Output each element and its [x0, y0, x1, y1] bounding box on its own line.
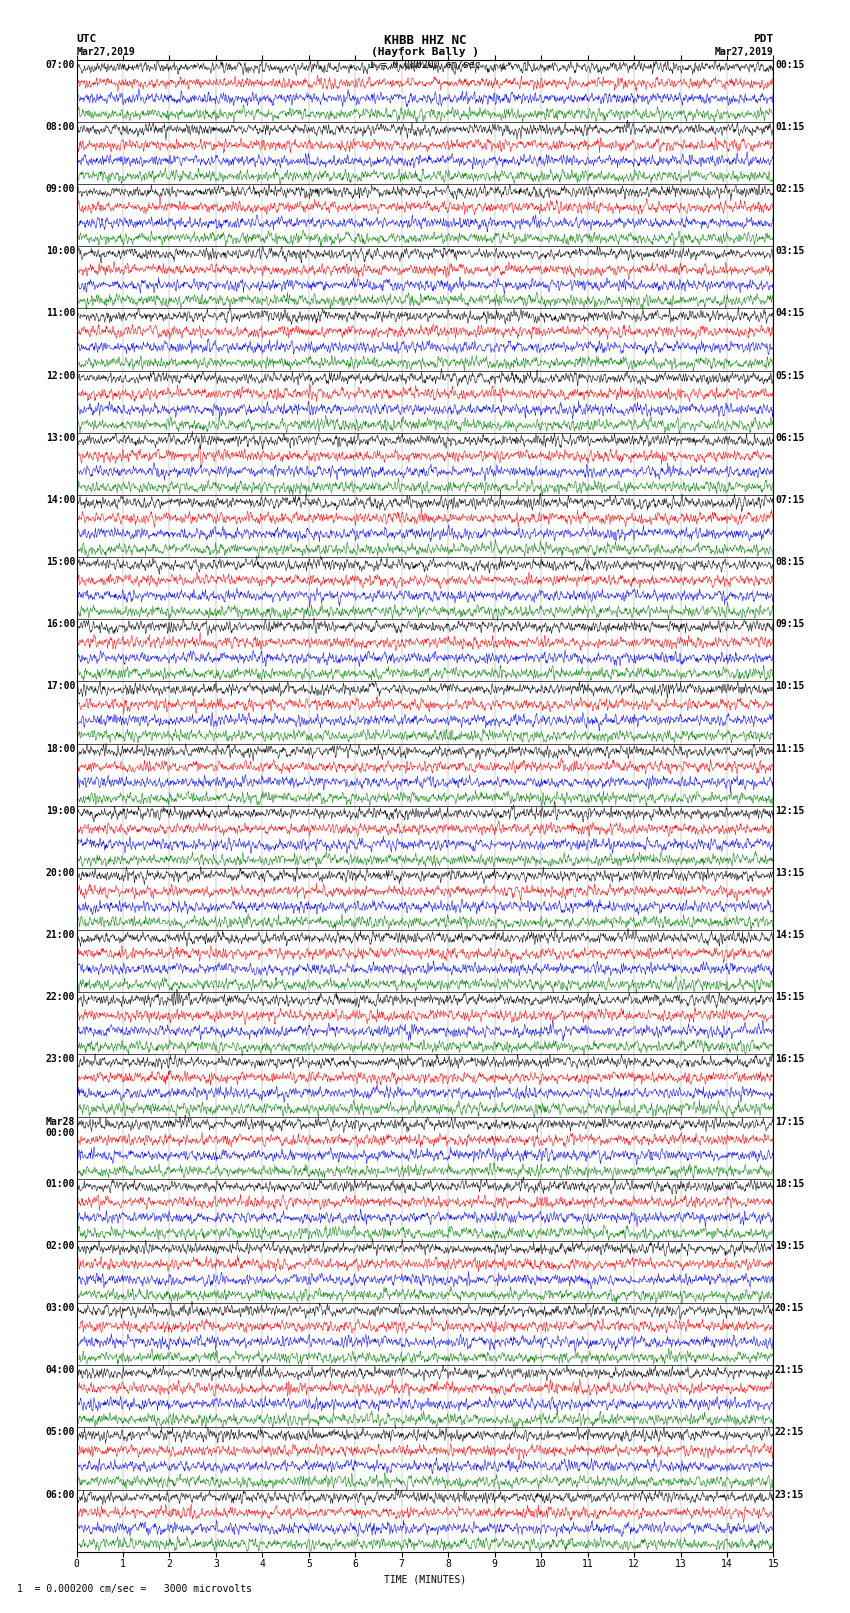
Text: 09:00: 09:00 [46, 184, 75, 194]
Text: Mar28: Mar28 [46, 1116, 75, 1126]
Text: 23:00: 23:00 [46, 1055, 75, 1065]
Text: 19:15: 19:15 [775, 1240, 804, 1250]
Text: 12:00: 12:00 [46, 371, 75, 381]
Text: 10:15: 10:15 [775, 681, 804, 692]
Text: 20:00: 20:00 [46, 868, 75, 877]
Text: 22:15: 22:15 [775, 1428, 804, 1437]
Text: 16:00: 16:00 [46, 619, 75, 629]
Text: 21:00: 21:00 [46, 931, 75, 940]
Text: 15:00: 15:00 [46, 556, 75, 568]
Text: UTC: UTC [76, 34, 97, 44]
Text: 00:15: 00:15 [775, 60, 804, 69]
Text: 01:15: 01:15 [775, 123, 804, 132]
Text: 1  = 0.000200 cm/sec =   3000 microvolts: 1 = 0.000200 cm/sec = 3000 microvolts [17, 1584, 252, 1594]
Text: 18:15: 18:15 [775, 1179, 804, 1189]
Text: 14:15: 14:15 [775, 931, 804, 940]
Text: 19:00: 19:00 [46, 806, 75, 816]
Text: 04:15: 04:15 [775, 308, 804, 318]
Text: 12:15: 12:15 [775, 806, 804, 816]
Text: (Hayfork Bally ): (Hayfork Bally ) [371, 47, 479, 56]
Text: 23:15: 23:15 [775, 1489, 804, 1500]
Text: 13:15: 13:15 [775, 868, 804, 877]
Text: 05:15: 05:15 [775, 371, 804, 381]
Text: PDT: PDT [753, 34, 774, 44]
Text: I = 0.000200 cm/sec: I = 0.000200 cm/sec [369, 60, 481, 69]
Text: 08:15: 08:15 [775, 556, 804, 568]
Text: 07:15: 07:15 [775, 495, 804, 505]
Text: 18:00: 18:00 [46, 744, 75, 753]
Text: 03:00: 03:00 [46, 1303, 75, 1313]
Text: 08:00: 08:00 [46, 123, 75, 132]
Text: 05:00: 05:00 [46, 1428, 75, 1437]
Text: 15:15: 15:15 [775, 992, 804, 1002]
Text: 07:00: 07:00 [46, 60, 75, 69]
Text: 20:15: 20:15 [775, 1303, 804, 1313]
Text: 09:15: 09:15 [775, 619, 804, 629]
Text: 22:00: 22:00 [46, 992, 75, 1002]
Text: 17:15: 17:15 [775, 1116, 804, 1126]
Text: 02:15: 02:15 [775, 184, 804, 194]
Text: 14:00: 14:00 [46, 495, 75, 505]
Text: 06:00: 06:00 [46, 1489, 75, 1500]
Text: 17:00: 17:00 [46, 681, 75, 692]
Text: 13:00: 13:00 [46, 432, 75, 442]
Text: 11:00: 11:00 [46, 308, 75, 318]
Text: 01:00: 01:00 [46, 1179, 75, 1189]
Text: KHBB HHZ NC: KHBB HHZ NC [383, 34, 467, 47]
Text: 11:15: 11:15 [775, 744, 804, 753]
Text: Mar27,2019: Mar27,2019 [715, 47, 774, 56]
Text: 16:15: 16:15 [775, 1055, 804, 1065]
X-axis label: TIME (MINUTES): TIME (MINUTES) [384, 1574, 466, 1586]
Text: 03:15: 03:15 [775, 247, 804, 256]
Text: 06:15: 06:15 [775, 432, 804, 442]
Text: 02:00: 02:00 [46, 1240, 75, 1250]
Text: Mar27,2019: Mar27,2019 [76, 47, 135, 56]
Text: 00:00: 00:00 [46, 1129, 75, 1139]
Text: 21:15: 21:15 [775, 1365, 804, 1376]
Text: 10:00: 10:00 [46, 247, 75, 256]
Text: 04:00: 04:00 [46, 1365, 75, 1376]
